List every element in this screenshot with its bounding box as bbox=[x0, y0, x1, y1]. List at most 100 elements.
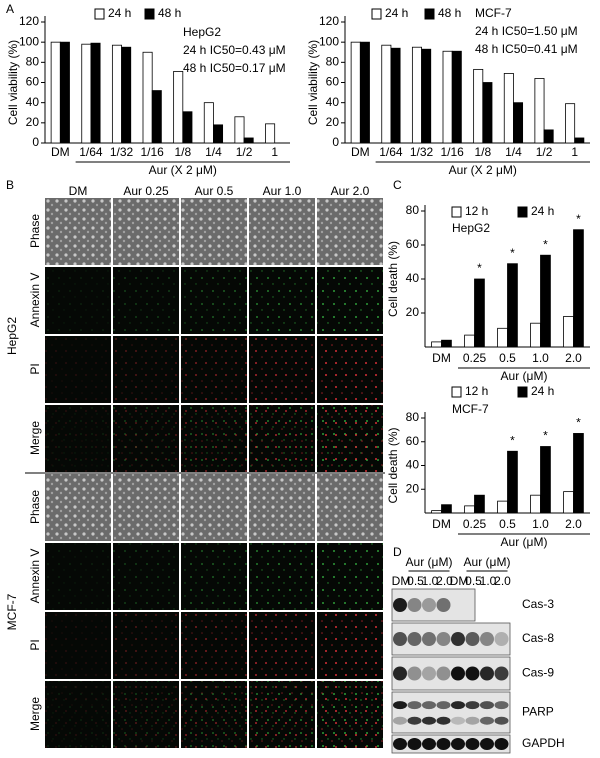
y-tick-label: 80 bbox=[26, 55, 40, 69]
green-signal bbox=[113, 267, 179, 334]
red-signal bbox=[45, 612, 111, 679]
blot-band bbox=[480, 738, 494, 750]
significance-mark: * bbox=[510, 433, 515, 447]
protein-label: Cas-8 bbox=[522, 631, 554, 645]
green-signal bbox=[45, 267, 111, 334]
x-tick-label: DM bbox=[351, 145, 370, 159]
bar bbox=[507, 450, 518, 514]
blot-band bbox=[436, 666, 451, 681]
x-tick-label: 1/2 bbox=[236, 145, 253, 159]
y-tick-label: 20 bbox=[26, 115, 40, 129]
significance-mark: * bbox=[477, 261, 482, 275]
green-signal bbox=[249, 267, 315, 334]
y-tick-label: 60 bbox=[406, 237, 420, 251]
column-header: DM bbox=[69, 184, 88, 198]
bar bbox=[111, 44, 122, 144]
x-tick-label: 1/4 bbox=[505, 145, 522, 159]
y-tick-label: 40 bbox=[326, 95, 340, 109]
blot-band bbox=[451, 701, 465, 710]
row-label: Phase bbox=[28, 490, 42, 524]
y-tick-label: 40 bbox=[406, 458, 420, 472]
y-tick-label: 60 bbox=[406, 434, 420, 448]
annotation: 48 h IC50=0.41 μM bbox=[475, 42, 578, 56]
blot-band bbox=[393, 716, 407, 725]
bar bbox=[530, 494, 541, 514]
bar bbox=[573, 433, 584, 514]
row-label: Merge bbox=[28, 697, 42, 731]
legend-swatch bbox=[517, 386, 528, 398]
y-tick-label: 60 bbox=[26, 75, 40, 89]
x-tick-label: 1 bbox=[271, 145, 278, 159]
significance-mark: * bbox=[576, 416, 581, 430]
blot-band bbox=[451, 632, 465, 646]
blot-band bbox=[422, 738, 436, 750]
y-tick-label: 20 bbox=[406, 481, 420, 495]
blot-band bbox=[451, 666, 465, 681]
phase-image bbox=[113, 474, 179, 541]
column-header: Aur 0.25 bbox=[123, 184, 169, 198]
bar bbox=[534, 78, 545, 144]
y-axis-label: Cell viability (%) bbox=[306, 40, 320, 125]
y-tick-label: 120 bbox=[19, 14, 39, 28]
y-tick-label: 40 bbox=[406, 271, 420, 285]
blot-band bbox=[436, 598, 451, 612]
y-tick-label: 40 bbox=[26, 95, 40, 109]
red-signal bbox=[317, 405, 383, 472]
legend-swatch bbox=[94, 8, 105, 20]
blot-band bbox=[480, 666, 494, 681]
bar bbox=[563, 315, 574, 348]
row-label: PI bbox=[28, 363, 42, 374]
lane-label: 2.0 bbox=[436, 574, 453, 588]
blot-band bbox=[422, 666, 436, 681]
bar bbox=[50, 41, 61, 144]
bar bbox=[421, 48, 432, 144]
bar bbox=[442, 50, 453, 144]
green-signal bbox=[317, 267, 383, 334]
significance-mark: * bbox=[576, 212, 581, 226]
blot-band bbox=[393, 632, 407, 646]
x-tick-label: 1/32 bbox=[110, 145, 134, 159]
x-tick-label: 1 bbox=[571, 145, 578, 159]
red-signal bbox=[317, 336, 383, 403]
phase-image bbox=[317, 198, 383, 265]
bar bbox=[473, 68, 484, 144]
blot-band bbox=[407, 701, 422, 710]
row-label: PI bbox=[28, 639, 42, 650]
blot-band bbox=[465, 738, 480, 750]
x-tick-label: 1/16 bbox=[441, 145, 465, 159]
x-tick-label: 2.0 bbox=[565, 517, 582, 531]
blot-band bbox=[451, 738, 465, 750]
x-tick-label: 1/64 bbox=[79, 145, 103, 159]
x-tick-label: 1/4 bbox=[205, 145, 222, 159]
bar bbox=[121, 46, 132, 144]
phase-image bbox=[45, 198, 111, 265]
blot-band bbox=[436, 716, 451, 725]
bar bbox=[59, 41, 70, 144]
red-signal bbox=[113, 612, 179, 679]
legend-label: 24 h bbox=[108, 6, 131, 20]
green-signal bbox=[45, 543, 111, 610]
green-signal bbox=[249, 543, 315, 610]
x-tick-label: 0.5 bbox=[499, 517, 516, 531]
legend-swatch bbox=[451, 386, 462, 398]
annotation: 48 h IC50=0.17 μM bbox=[183, 61, 286, 75]
blot-band bbox=[393, 701, 407, 710]
x-tick-label: 0.25 bbox=[463, 517, 487, 531]
significance-mark: * bbox=[543, 429, 548, 443]
phase-image bbox=[317, 474, 383, 541]
panel-label: D bbox=[393, 545, 402, 559]
panel-label: C bbox=[393, 178, 402, 192]
red-signal bbox=[181, 612, 247, 679]
bar bbox=[573, 229, 584, 348]
protein-label: PARP bbox=[522, 705, 554, 719]
legend-label: 24 h bbox=[531, 204, 554, 218]
red-signal bbox=[113, 405, 179, 472]
red-signal bbox=[113, 681, 179, 748]
lane-label: 0.5 bbox=[407, 574, 424, 588]
row-label: Annexin V bbox=[28, 273, 42, 328]
red-signal bbox=[45, 681, 111, 748]
x-axis-label: Aur (X 2 μM) bbox=[149, 163, 217, 177]
x-tick-label: 1/16 bbox=[141, 145, 165, 159]
blot-band bbox=[422, 716, 436, 725]
